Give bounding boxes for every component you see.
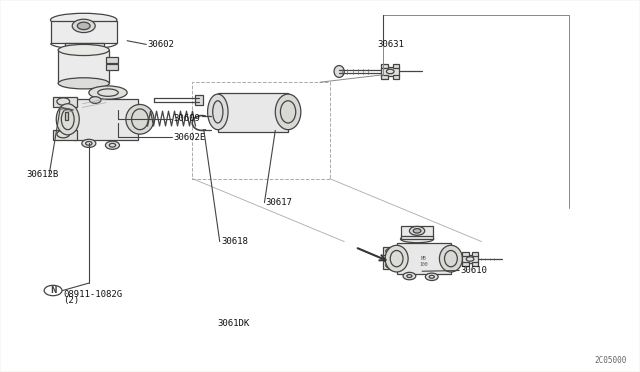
Bar xyxy=(195,95,203,105)
Circle shape xyxy=(106,141,120,149)
Bar xyxy=(401,226,433,236)
Text: 30618: 30618 xyxy=(221,237,248,246)
Text: 30631: 30631 xyxy=(378,40,404,49)
Bar xyxy=(383,261,399,269)
Ellipse shape xyxy=(51,13,117,27)
Ellipse shape xyxy=(58,44,109,55)
Circle shape xyxy=(413,229,421,233)
Ellipse shape xyxy=(334,65,344,77)
Ellipse shape xyxy=(89,86,127,99)
Bar xyxy=(53,97,77,108)
Bar xyxy=(393,64,399,68)
Text: 30612B: 30612B xyxy=(26,170,58,179)
Text: 30610: 30610 xyxy=(461,266,488,275)
Bar xyxy=(106,64,118,70)
Bar xyxy=(463,262,468,266)
Bar xyxy=(381,75,388,78)
Circle shape xyxy=(72,19,95,33)
Ellipse shape xyxy=(126,105,154,134)
Text: 3061DK: 3061DK xyxy=(218,319,250,328)
Circle shape xyxy=(410,227,425,235)
Bar xyxy=(218,93,288,132)
Bar xyxy=(58,50,109,83)
Circle shape xyxy=(426,273,438,280)
Bar xyxy=(106,57,118,62)
Bar xyxy=(472,262,478,266)
Text: 2C05000: 2C05000 xyxy=(594,356,627,365)
Circle shape xyxy=(403,272,416,280)
Ellipse shape xyxy=(56,104,79,135)
Text: 30609: 30609 xyxy=(173,114,200,123)
Ellipse shape xyxy=(401,235,434,243)
Ellipse shape xyxy=(275,94,301,130)
Text: N: N xyxy=(50,286,56,295)
Bar xyxy=(74,99,138,140)
Bar xyxy=(381,64,388,68)
Bar xyxy=(65,112,68,120)
Circle shape xyxy=(90,97,101,103)
Bar xyxy=(401,235,433,239)
Bar xyxy=(51,21,117,43)
Text: 08911-1082G: 08911-1082G xyxy=(63,290,122,299)
Bar xyxy=(65,43,104,50)
Ellipse shape xyxy=(440,245,463,272)
Bar xyxy=(53,130,77,140)
Ellipse shape xyxy=(207,94,228,130)
Text: 30617: 30617 xyxy=(266,198,292,207)
Bar xyxy=(383,247,399,255)
Bar xyxy=(472,252,478,256)
Bar xyxy=(381,67,399,76)
Bar xyxy=(463,252,468,256)
Bar xyxy=(393,75,399,78)
Ellipse shape xyxy=(58,78,109,89)
Circle shape xyxy=(77,22,90,30)
Text: 30602: 30602 xyxy=(148,40,175,49)
Text: NB
100: NB 100 xyxy=(419,256,428,267)
Circle shape xyxy=(82,139,96,147)
Ellipse shape xyxy=(385,245,408,272)
Bar xyxy=(463,254,478,263)
Text: 30602E: 30602E xyxy=(173,132,205,142)
Text: (2): (2) xyxy=(63,296,79,305)
Bar xyxy=(397,243,451,274)
Bar xyxy=(192,82,330,179)
